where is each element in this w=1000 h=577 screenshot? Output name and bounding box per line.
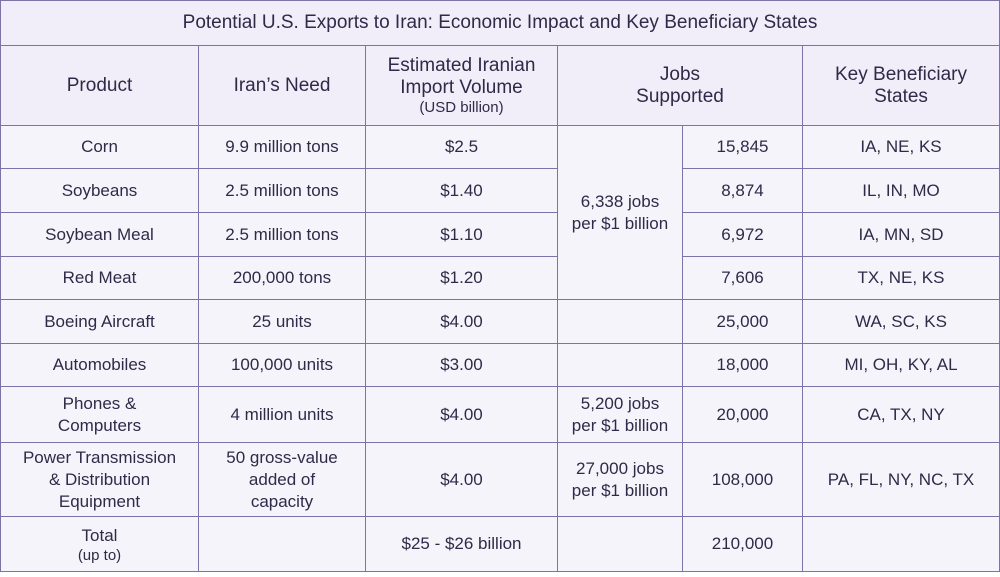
table-cell: Total (up to) (0, 516, 199, 572)
table-cell: $4.00 (365, 386, 558, 443)
table-cell: 6,972 (682, 212, 803, 257)
table-row: Red Meat 200,000 tons $1.20 7,606 TX, NE, KS (0, 256, 1000, 300)
table-cell: Boeing Aircraft (0, 299, 199, 344)
table-cell: 27,000 jobs per $1 billion (557, 442, 683, 517)
table-row: Automobiles 100,000 units $3.00 18,000 MI, O… (0, 343, 1000, 387)
table-cell: TX, NE, KS (801, 256, 1000, 300)
table-row: Power Transmission & Distribution Equipm… (0, 442, 1000, 517)
table-cell: $25 - $26 billion (365, 516, 558, 572)
table-cell: 50 gross-value added of capacity (198, 442, 366, 517)
table-cell: $1.10 (365, 212, 558, 257)
table-cell: 9.9 million tons (198, 125, 366, 169)
table-cell: 210,000 (682, 516, 803, 572)
table-cell: $4.00 (365, 299, 558, 344)
table-cell: Power Transmission & Distribution Equipm… (0, 442, 199, 517)
table-row: Boeing Aircraft 25 units $4.00 25,000 WA, SC… (0, 299, 1000, 344)
table-cell: 15,845 (682, 125, 803, 169)
table-cell: IA, NE, KS (801, 125, 1000, 169)
table-cell: 5,200 jobs per $1 billion (557, 386, 683, 443)
total-note: (up to) (77, 546, 122, 564)
table-cell: 2.5 million tons (198, 168, 366, 213)
table-cell: Soybean Meal (0, 212, 199, 257)
header-text: Estimated Iranian Import Volume (387, 55, 536, 98)
table-row: Soybeans 2.5 million tons $1.40 8,874 IL, IN… (0, 168, 1000, 213)
header-unit: (USD billion) (419, 99, 504, 116)
table-cell: $4.00 (365, 442, 558, 517)
table-row: Corn 9.9 million tons $2.5 6,338 jobs per $… (0, 125, 1000, 300)
table-cell: 18,000 (682, 343, 803, 387)
total-row: Total (up to) $25 - $26 billion 210,000 (0, 516, 1000, 572)
total-label: Total (81, 525, 118, 545)
table-cell: Phones & Computers (0, 386, 199, 443)
table-cell: 4 million units (198, 386, 366, 443)
table-cell: Automobiles (0, 343, 199, 387)
table-cell: $2.5 (365, 125, 558, 169)
table-cell: Soybeans (0, 168, 199, 213)
table-cell: 25 units (198, 299, 366, 344)
header-cell: Estimated Iranian Import Volume (USD bill… (365, 45, 558, 126)
table-cell: 200,000 tons (198, 256, 366, 300)
table-cell: 7,606 (682, 256, 803, 300)
table-cell (557, 516, 683, 572)
table-cell (557, 299, 683, 344)
header-cell: Jobs Supported (557, 45, 803, 126)
table-cell: 20,000 (682, 386, 803, 443)
header-cell: Product (0, 45, 199, 126)
table-cell: 100,000 units (198, 343, 366, 387)
table-cell (198, 516, 366, 572)
table-title: Potential U.S. Exports to Iran: Economic… (0, 0, 1000, 46)
table-cell: PA, FL, NY, NC, TX (801, 442, 1000, 517)
table-cell: IA, MN, SD (801, 212, 1000, 257)
table-cell: CA, TX, NY (801, 386, 1000, 443)
table-cell: MI, OH, KY, AL (801, 343, 1000, 387)
table-cell: 2.5 million tons (198, 212, 366, 257)
table-cell: WA, SC, KS (801, 299, 1000, 344)
table-cell (801, 516, 1000, 572)
table-row: Phones & Computers 4 million units $4.00 5,… (0, 386, 1000, 443)
header-cell: Key Beneficiary States (801, 45, 1000, 126)
table-cell: 8,874 (682, 168, 803, 213)
table-cell: Red Meat (0, 256, 199, 300)
table-cell: 6,338 jobs per $1 billion (557, 125, 683, 300)
table-cell (557, 343, 683, 387)
table-row: Soybean Meal 2.5 million tons $1.10 6,972 IA… (0, 212, 1000, 257)
table-cell: $1.40 (365, 168, 558, 213)
table-cell: 108,000 (682, 442, 803, 517)
table-cell: 25,000 (682, 299, 803, 344)
table-cell: $1.20 (365, 256, 558, 300)
table-cell: IL, IN, MO (801, 168, 1000, 213)
table-cell: Corn (0, 125, 199, 169)
table-cell: $3.00 (365, 343, 558, 387)
header-cell: Iran’s Need (198, 45, 366, 126)
